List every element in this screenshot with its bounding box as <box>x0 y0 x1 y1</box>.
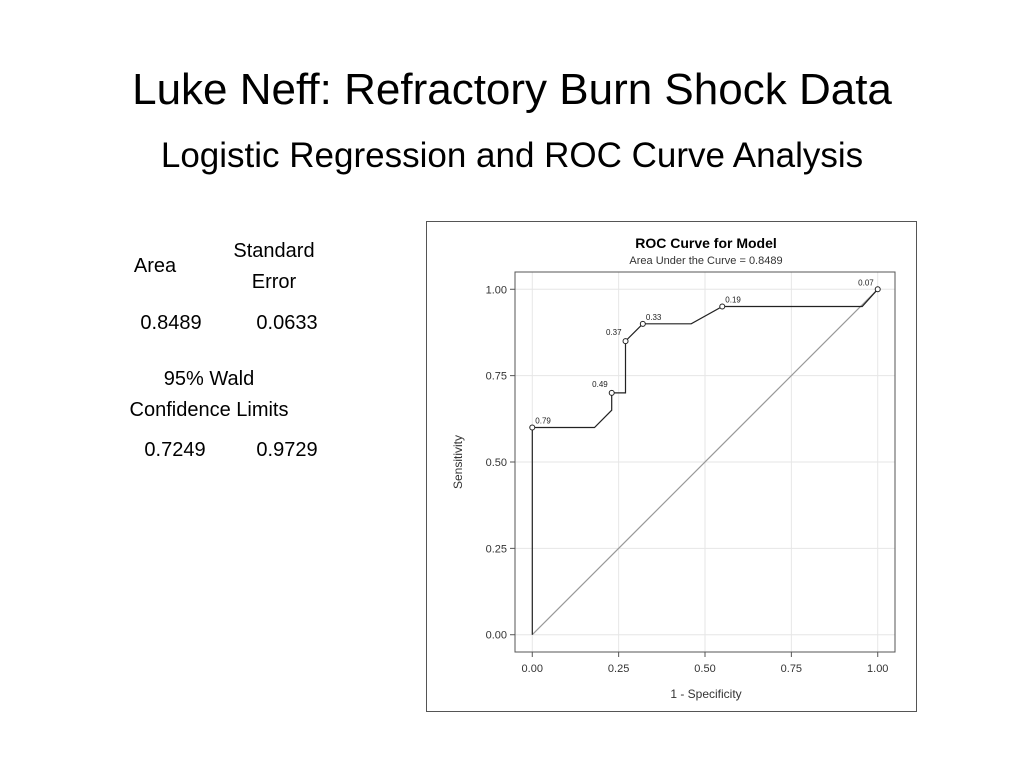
roc-point-label: 0.37 <box>606 328 622 337</box>
roc-curve-line <box>531 288 879 635</box>
roc-point-label: 0.79 <box>535 416 551 425</box>
ci-header-line1: 95% Wald <box>163 368 255 390</box>
roc-point-label: 0.19 <box>725 296 741 305</box>
roc-point-label: 0.33 <box>646 313 662 322</box>
roc-point-marker <box>874 286 881 293</box>
x-tick-label: 1.00 <box>867 663 888 675</box>
standard-error-value: 0.0633 <box>256 312 318 334</box>
roc-point-marker <box>608 389 615 396</box>
y-tick-label: 0.25 <box>486 543 507 555</box>
roc-point-marker <box>622 338 629 345</box>
chart-title: ROC Curve for Model <box>635 235 777 251</box>
roc-point-marker <box>639 320 646 327</box>
area-value: 0.8489 <box>140 312 202 334</box>
slide-subtitle: Logistic Regression and ROC Curve Analys… <box>160 136 864 175</box>
roc-point-label: 0.49 <box>592 380 608 389</box>
x-tick-label: 0.50 <box>694 663 715 675</box>
x-axis-label: 1 - Specificity <box>670 687 741 701</box>
x-tick-label: 0.00 <box>522 663 543 675</box>
slide-title: Luke Neff: Refractory Burn Shock Data <box>132 65 892 114</box>
ci-upper-value: 0.9729 <box>256 439 318 461</box>
y-tick-label: 1.00 <box>486 284 507 296</box>
roc-chart-frame: ROC Curve for Model Area Under the Curve… <box>426 221 917 712</box>
roc-point-label: 0.07 <box>858 278 874 287</box>
roc-point-marker <box>529 424 536 431</box>
reference-line <box>531 288 879 636</box>
standard-error-header-line1: Standard <box>233 240 315 262</box>
x-tick-label: 0.25 <box>608 663 629 675</box>
y-tick-label: 0.50 <box>486 457 507 469</box>
y-tick-label: 0.00 <box>486 630 507 642</box>
roc-chart: ROC Curve for Model Area Under the Curve… <box>451 235 896 701</box>
x-tick-label: 0.75 <box>781 663 802 675</box>
area-header: Area <box>133 255 177 277</box>
y-tick-label: 0.75 <box>486 371 507 383</box>
chart-subtitle: Area Under the Curve = 0.8489 <box>629 255 782 267</box>
ci-lower-value: 0.7249 <box>144 439 206 461</box>
standard-error-header-line2: Error <box>251 271 297 293</box>
ci-header-line2: Confidence Limits <box>129 399 289 421</box>
roc-point-marker <box>719 303 726 310</box>
y-axis-label: Sensitivity <box>451 435 465 489</box>
